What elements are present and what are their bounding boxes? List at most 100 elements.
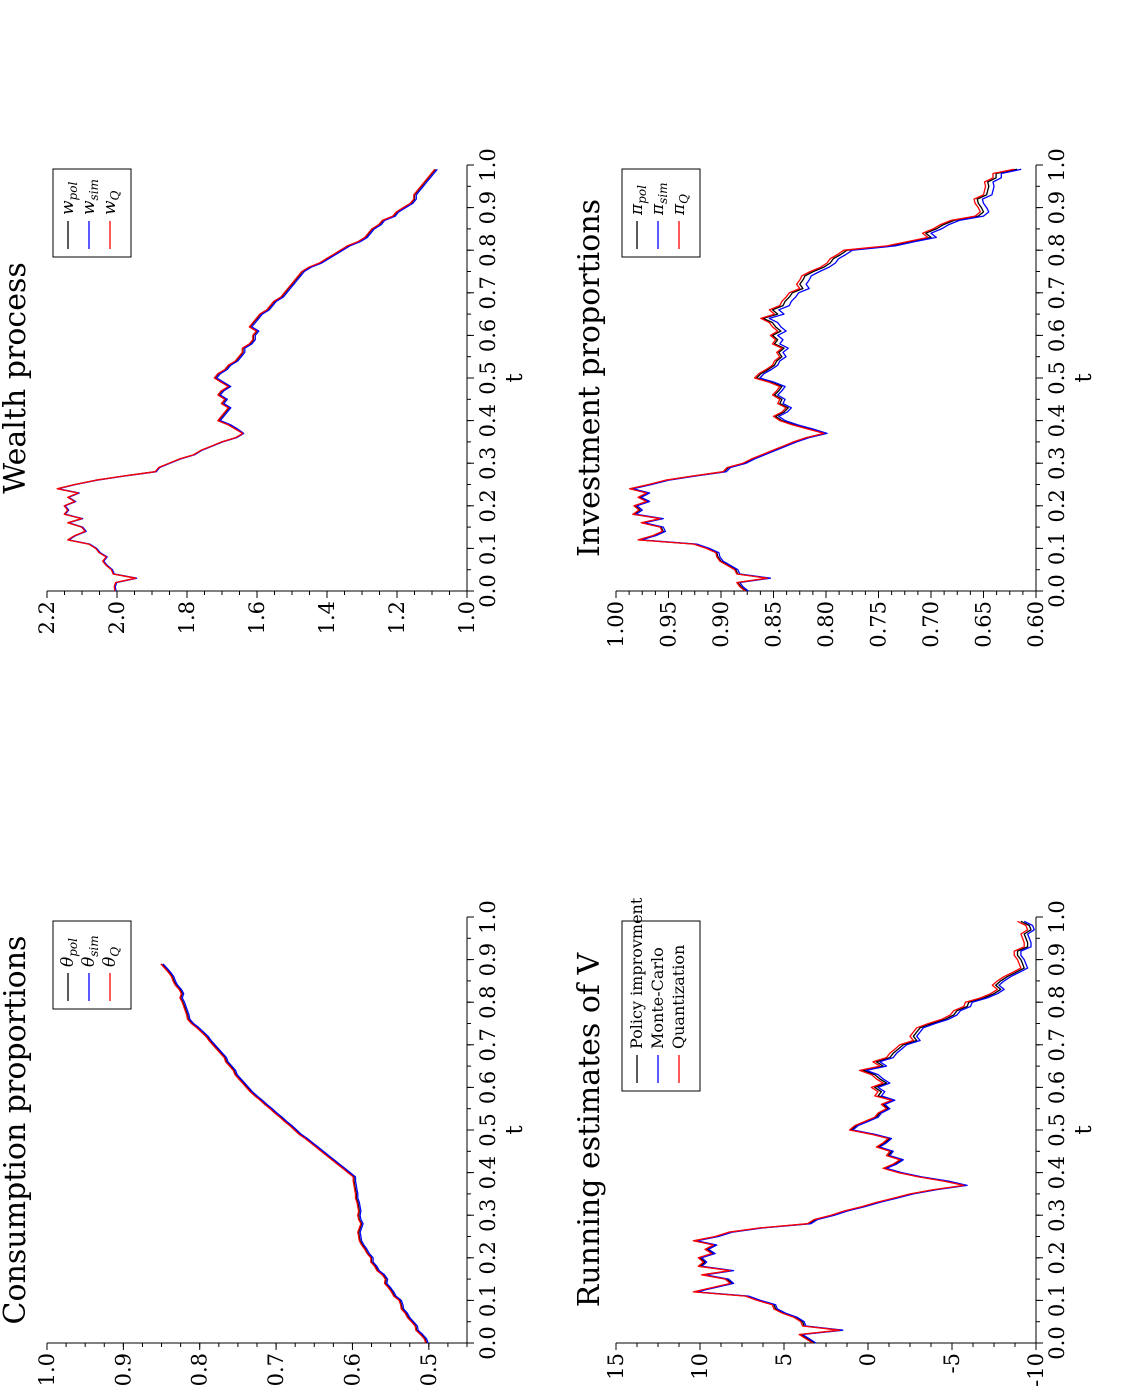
x-tick-label: 0.1	[1045, 1284, 1069, 1317]
x-tick-label: 0.4	[1045, 404, 1069, 437]
x-tick-label: 0.5	[476, 361, 500, 394]
x-tick-label: 0.9	[476, 943, 500, 976]
y-tick-label: 0.60	[1024, 601, 1048, 648]
legend-label: Policy improvment	[627, 897, 646, 1049]
y-tick-label: 1.4	[315, 601, 339, 634]
x-tick-label: 0.0	[1045, 574, 1069, 607]
x-tick-label: 0.9	[1045, 191, 1069, 224]
y-tick-label: 2.0	[105, 601, 129, 634]
x-tick-label: 0.1	[1045, 532, 1069, 565]
x-tick-label: 0.6	[476, 1071, 500, 1104]
chart-consumption-proportions: Consumption proportions 0.0 0.1 0.2 0.3 0.4 0.…	[0, 900, 528, 1386]
x-tick-label: 0.5	[1045, 361, 1069, 394]
x-axis-label: t	[1071, 373, 1097, 383]
x-tick-label: 0.7	[1045, 276, 1069, 309]
x-tick-label: 0.8	[1045, 233, 1069, 266]
x-tick-label: 0.0	[476, 1326, 500, 1359]
y-tick-label: 0.95	[657, 601, 681, 648]
x-tick-label: 0.0	[476, 574, 500, 607]
y-tick-label: 2.2	[35, 601, 59, 634]
x-tick-label: 0.9	[1045, 943, 1069, 976]
y-tick-label: 0.65	[972, 601, 996, 648]
series-line-quantization	[692, 920, 1029, 1344]
x-tick-label: 0.8	[476, 985, 500, 1018]
x-tick-label: 0.7	[476, 276, 500, 309]
legend-label: θsim	[79, 935, 101, 967]
y-tick-label: 1.8	[175, 601, 199, 634]
x-tick-label: 0.4	[1045, 1156, 1069, 1189]
x-tick-label: 0.1	[476, 1284, 500, 1317]
y-tick-label: 1.0	[35, 1353, 59, 1386]
chart-investment-proportions: Investment proportions 0.0 0.1 0.2 0.3 0.4 0.5…	[572, 148, 1097, 647]
y-tick-label: 0.70	[919, 601, 943, 648]
x-tick-label: 0.7	[476, 1028, 500, 1061]
legend-box	[52, 920, 132, 1010]
y-tick-label: 0.8	[188, 1353, 212, 1386]
y-tick-label: 5	[772, 1353, 796, 1366]
y-tick-label: 0.9	[111, 1353, 135, 1386]
y-tick-label: 15	[604, 1353, 628, 1380]
x-tick-label: 0.7	[1045, 1028, 1069, 1061]
x-tick-label: 0.3	[1045, 1198, 1069, 1231]
y-tick-label: 10	[688, 1353, 712, 1380]
chart-title: Wealth process	[0, 262, 33, 494]
series-line--q	[160, 963, 427, 1344]
y-tick-label: 0.85	[762, 601, 786, 648]
legend-label: πsim	[648, 182, 670, 216]
x-tick-label: 0.3	[1045, 446, 1069, 479]
legend-label: Monte-Carlo	[648, 947, 667, 1049]
x-tick-label: 0.8	[476, 233, 500, 266]
series-line--q	[628, 168, 1015, 592]
x-tick-label: 0.0	[1045, 1326, 1069, 1359]
x-tick-label: 1.0	[476, 148, 500, 181]
y-tick-label: 0.7	[264, 1353, 288, 1386]
legend-label: wQ	[100, 190, 122, 215]
legend-label: πpol	[627, 185, 649, 216]
y-tick-label: 0.80	[814, 601, 838, 648]
legend-box	[621, 920, 701, 1092]
x-axis-label: t	[502, 373, 528, 383]
legend-label: Quantization	[669, 945, 688, 1049]
y-tick-label: 0.6	[340, 1353, 364, 1386]
x-tick-label: 0.3	[476, 1198, 500, 1231]
x-tick-label: 0.4	[476, 404, 500, 437]
x-tick-label: 0.3	[476, 446, 500, 479]
legend-label: wpol	[58, 182, 80, 215]
chart-running-estimates: Running estimates of V 0.0 0.1 0.2 0.3 0.4 0.5…	[572, 897, 1097, 1387]
x-tick-label: 0.6	[1045, 319, 1069, 352]
chart-title: Investment proportions	[572, 199, 607, 557]
y-tick-label: 0.90	[709, 601, 733, 648]
y-tick-label: 1.0	[455, 601, 479, 634]
chart-title: Running estimates of V	[572, 951, 607, 1307]
x-tick-label: 1.0	[1045, 148, 1069, 181]
x-tick-label: 0.6	[1045, 1071, 1069, 1104]
series-line-w-q	[56, 168, 436, 592]
x-axis-label: t	[502, 1125, 528, 1135]
x-tick-label: 0.2	[1045, 489, 1069, 522]
x-tick-label: 0.5	[476, 1113, 500, 1146]
y-tick-label: 1.00	[604, 601, 628, 648]
x-tick-label: 0.1	[476, 532, 500, 565]
y-tick-label: -10	[1024, 1353, 1048, 1387]
x-tick-label: 0.2	[476, 1241, 500, 1274]
y-tick-label: 1.6	[245, 601, 269, 634]
x-tick-label: 0.6	[476, 319, 500, 352]
x-tick-label: 0.4	[476, 1156, 500, 1189]
legend-label: θpol	[58, 938, 80, 967]
series-line-monte-carlo	[695, 920, 1035, 1344]
y-tick-label: 0	[856, 1353, 880, 1366]
x-tick-label: 0.5	[1045, 1113, 1069, 1146]
series-line--sim	[632, 168, 1022, 592]
y-tick-label: 1.2	[385, 601, 409, 634]
x-tick-label: 0.9	[476, 191, 500, 224]
legend-box	[621, 168, 701, 258]
x-tick-label: 0.2	[476, 489, 500, 522]
legend-label: θQ	[100, 947, 122, 967]
x-tick-label: 1.0	[476, 900, 500, 933]
x-tick-label: 1.0	[1045, 900, 1069, 933]
legend-box	[52, 168, 132, 258]
legend-label: wsim	[79, 179, 101, 215]
series-line--sim	[162, 963, 429, 1344]
x-tick-label: 0.8	[1045, 985, 1069, 1018]
